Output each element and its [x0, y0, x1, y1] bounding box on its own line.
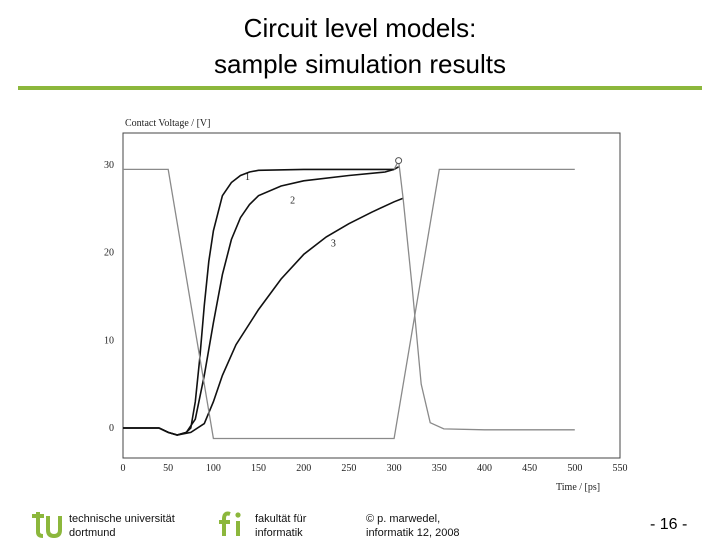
curve-label-1: 1	[245, 172, 250, 183]
x-tick-label: 300	[387, 463, 402, 474]
title-divider	[18, 86, 702, 90]
y-tick-label: 20	[104, 248, 114, 259]
x-tick-label: 500	[567, 463, 582, 474]
curve-annotations: 1 2 3	[245, 172, 336, 250]
series-lines	[123, 157, 575, 440]
x-tick-label: 100	[206, 463, 221, 474]
tu-line-2: dortmund	[69, 527, 116, 539]
fi-logo-icon	[219, 511, 241, 536]
x-tick-label: 350	[432, 463, 447, 474]
tu-name: technische universität dortmund	[69, 512, 175, 540]
x-tick-label: 550	[613, 463, 628, 474]
slide-title: Circuit level models: sample simulation …	[0, 10, 720, 82]
author-line-1: © p. marwedel,	[366, 513, 441, 525]
curve-label-3: 3	[331, 239, 336, 250]
x-tick-label: 0	[121, 463, 126, 474]
y-axis-label: Contact Voltage / [V]	[125, 118, 210, 129]
x-axis-label: Time / [ps]	[556, 482, 600, 493]
title-line-1: Circuit level models:	[243, 13, 477, 43]
x-tick-label: 200	[296, 463, 311, 474]
page-number: - 16 -	[650, 516, 688, 533]
x-tick-label: 250	[341, 463, 356, 474]
author-line-2: informatik 12, 2008	[366, 527, 460, 539]
footer: technische universität dortmund fakultät…	[0, 508, 720, 540]
title-line-2: sample simulation results	[214, 49, 506, 79]
x-tick-label: 400	[477, 463, 492, 474]
y-tick-labels: 0 10 20 30	[104, 160, 114, 434]
series-line-3	[123, 197, 404, 436]
y-tick-label: 30	[104, 160, 114, 171]
curve-label-2: 2	[290, 196, 295, 207]
tu-line-1: technische universität	[69, 513, 175, 525]
author-credit: © p. marwedel, informatik 12, 2008	[366, 512, 460, 540]
y-tick-label: 0	[109, 423, 114, 434]
series-line-2	[123, 166, 400, 436]
series-line-input	[123, 168, 575, 440]
fi-line-2: informatik	[255, 527, 303, 539]
x-tick-label: 50	[163, 463, 173, 474]
x-tick-labels: 0 50 100 150 200 250 300 350 400 450 500 550	[121, 463, 628, 474]
tu-logo-icon	[32, 512, 62, 538]
plot-frame	[122, 132, 621, 459]
x-tick-label: 450	[522, 463, 537, 474]
series-line-output	[393, 158, 575, 431]
peak-marker	[395, 157, 403, 165]
series-line-1	[123, 168, 395, 436]
y-tick-label: 10	[104, 335, 114, 346]
faculty-name: fakultät für informatik	[255, 512, 306, 540]
fi-line-1: fakultät für	[255, 513, 307, 525]
x-tick-label: 150	[251, 463, 266, 474]
